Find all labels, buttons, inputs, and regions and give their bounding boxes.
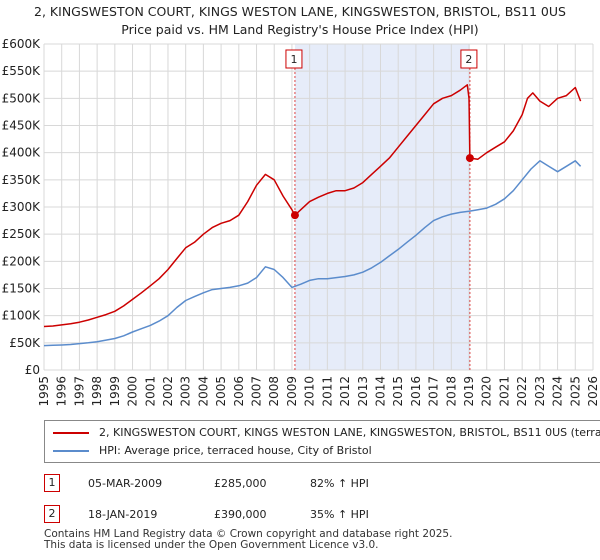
x-tick-label: 2012 (338, 376, 352, 407)
legend-swatch-property (53, 432, 89, 434)
sale-annotation-box (460, 49, 478, 69)
x-tick-label: 2023 (533, 376, 547, 407)
x-tick-label: 2019 (462, 376, 476, 407)
y-tick-label: £100K (2, 309, 42, 323)
x-tick-label: 1996 (55, 376, 69, 407)
footer-copyright: Contains HM Land Registry data © Crown c… (44, 528, 453, 540)
y-tick-label: £250K (2, 227, 42, 241)
sale-markers (290, 154, 474, 220)
x-tick-label: 2026 (586, 376, 600, 407)
sale-hpi-change: 35% ↑ HPI (310, 508, 369, 521)
x-tick-label: 2006 (232, 376, 246, 407)
y-tick-label: £300K (2, 200, 42, 214)
x-tick-label: 2000 (126, 376, 140, 407)
chart-title: 2, KINGSWESTON COURT, KINGS WESTON LANE,… (0, 3, 600, 39)
series-line (43, 84, 582, 328)
x-axis: 1995 1996 1997 1998 1999 2000 2001 2002 2003 2004… (37, 376, 600, 407)
x-tick-label: 2021 (497, 376, 511, 407)
legend-label-hpi: HPI: Average price, terraced house, City… (99, 444, 372, 457)
x-tick-label: 2008 (267, 376, 281, 407)
x-tick-label: 2016 (409, 376, 423, 407)
chart-subtitle: Price paid vs. HM Land Registry's House … (121, 22, 479, 37)
sale-point-marker (290, 211, 299, 220)
x-tick-label: 2015 (391, 376, 405, 407)
chart-title-main: 2, KINGSWESTON COURT, KINGS WESTON LANE,… (34, 4, 566, 19)
sale-number-badge: 2 (44, 505, 60, 523)
y-tick-label: £500K (2, 91, 42, 105)
y-tick-label: £550K (2, 64, 42, 78)
x-tick-label: 2017 (427, 376, 441, 407)
sale-point-marker (465, 154, 474, 163)
y-tick-label: £450K (2, 119, 42, 133)
x-tick-label: 1995 (37, 376, 51, 407)
x-tick-label: 2004 (196, 376, 210, 407)
y-tick-label: £50K (9, 336, 41, 350)
sale-date: 05-MAR-2009 (88, 477, 163, 490)
x-tick-label: 1999 (108, 376, 122, 407)
sale-number-badge: 1 (44, 474, 60, 492)
x-tick-label: 2005 (214, 376, 228, 407)
x-tick-label: 2025 (568, 376, 582, 407)
legend-swatch-hpi (53, 450, 89, 452)
x-tick-label: 1998 (90, 376, 104, 407)
x-tick-label: 2013 (356, 376, 370, 407)
price-chart: £0 £50K £100K £150K £200K £250K £300K £350K £400… (2, 37, 600, 407)
y-tick-label: £400K (2, 146, 42, 160)
x-tick-label: 2007 (250, 376, 264, 407)
x-tick-label: 2003 (179, 376, 193, 407)
y-axis: £0 £50K £100K £150K £200K £250K £300K £350K £400… (2, 37, 42, 377)
x-tick-label: 2020 (480, 376, 494, 407)
x-tick-label: 2009 (285, 376, 299, 407)
footer-licence: This data is licensed under the Open Gov… (44, 539, 379, 551)
x-tick-label: 2011 (320, 376, 334, 407)
x-tick-label: 2014 (373, 376, 387, 407)
sale-date: 18-JAN-2019 (88, 508, 158, 521)
sale-annotation-label: 2 (465, 53, 472, 66)
sale-price: £390,000 (214, 508, 267, 521)
x-tick-label: 2002 (161, 376, 175, 407)
y-tick-label: £350K (2, 173, 42, 187)
y-tick-label: £150K (2, 282, 42, 296)
x-tick-label: 2018 (444, 376, 458, 407)
series-line (43, 160, 582, 347)
y-tick-label: £200K (2, 254, 42, 268)
x-tick-label: 1997 (72, 376, 86, 407)
x-tick-label: 2001 (143, 376, 157, 407)
grid (43, 43, 594, 371)
y-tick-label: £600K (2, 37, 42, 51)
x-tick-label: 2022 (515, 376, 529, 407)
legend-label-property: 2, KINGSWESTON COURT, KINGS WESTON LANE,… (99, 426, 600, 439)
sale-annotation-box (285, 49, 303, 69)
x-tick-label: 2024 (551, 376, 565, 407)
sale-annotation-label: 1 (290, 53, 297, 66)
sale-price: £285,000 (214, 477, 267, 490)
y-tick-label: £0 (25, 363, 40, 377)
legend: 2, KINGSWESTON COURT, KINGS WESTON LANE,… (44, 420, 600, 463)
series-lines (43, 84, 582, 347)
sale-hpi-change: 82% ↑ HPI (310, 477, 369, 490)
footer: Contains HM Land Registry data © Crown c… (44, 529, 452, 551)
x-tick-label: 2010 (303, 376, 317, 407)
